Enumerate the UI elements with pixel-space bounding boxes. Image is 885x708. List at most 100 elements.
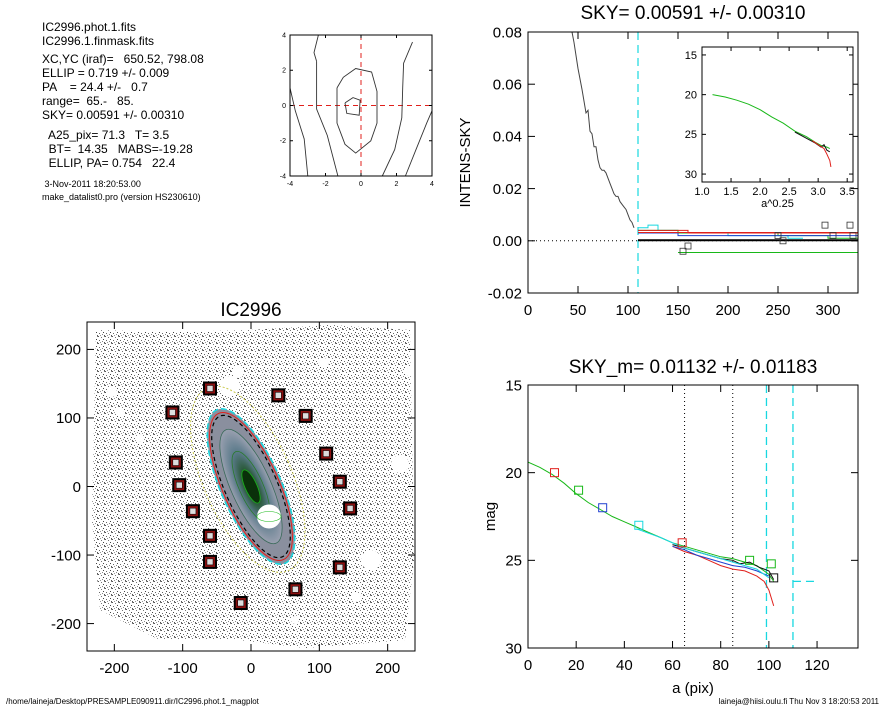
y-tick-label: -0.02	[488, 285, 522, 302]
y-tick-label: 20	[685, 89, 697, 101]
sky-point-marker	[821, 221, 829, 229]
x-tick-label: 0	[524, 302, 532, 319]
info-sky: SKY= 0.00591 +/- 0.00310	[42, 108, 185, 122]
x-tick-label: 3.5	[840, 186, 855, 198]
mag-series-3	[672, 545, 770, 577]
x-tick-label: 200	[715, 302, 740, 319]
mag-point-marker	[574, 485, 584, 495]
info-ellip: ELLIP = 0.719 +/- 0.009	[42, 66, 170, 80]
sky-box-marker-inner	[322, 450, 330, 457]
inset-x-label: a^0.25	[761, 198, 794, 210]
x-tick-label: 250	[765, 302, 790, 319]
info-center: XC,YC (iraf)= 650.52, 798.08	[42, 52, 204, 66]
y-tick-label: 30	[505, 640, 522, 657]
sky-series-3	[638, 232, 858, 237]
y-tick-label: -2	[280, 138, 286, 145]
sky-box-marker-inner	[336, 478, 344, 485]
footer-filepath: /home/laineja/Desktop/PRESAMPLE090911.di…	[6, 697, 259, 706]
sky-series-2	[638, 229, 858, 239]
info-range: range= 65.- 85.	[42, 94, 134, 108]
chart-title: SKY= 0.00591 +/- 0.00310	[580, 3, 805, 24]
x-tick-label: 0	[359, 181, 363, 188]
chart-title: SKY_m= 0.01132 +/- 0.01183	[569, 357, 818, 378]
info-meta: 3-Nov-2011 18:20:53.00 make_datalist0.pr…	[42, 178, 204, 204]
mag-series-1	[672, 544, 775, 580]
x-tick-label: 80	[712, 657, 729, 674]
masked-star	[136, 434, 144, 442]
x-tick-label: -200	[99, 660, 129, 677]
sky-point-marker	[774, 232, 782, 239]
x-tick-label: -4	[287, 181, 293, 188]
info-ellip-pa: ELLIP, PA= 0.754 22.4	[42, 156, 176, 170]
y-tick-label: 0.08	[493, 24, 522, 41]
y-tick-label: 25	[505, 553, 522, 570]
contour-line	[289, 87, 309, 177]
sky-box-marker-inner	[206, 558, 214, 566]
x-tick-label: 2	[395, 181, 399, 188]
galaxy-core	[241, 469, 261, 504]
x-tick-label: 1.0	[694, 186, 709, 198]
footer-user-date: laineja@hiisi.oulu.fi Thu Nov 3 18:20:53…	[718, 697, 879, 706]
mag-point-marker	[598, 503, 608, 513]
contour-line	[336, 68, 378, 154]
info-a25: A25_pix= 71.3 T= 3.5	[42, 128, 170, 142]
x-tick-label: 1.5	[723, 186, 738, 198]
sky-box-marker-inner	[292, 586, 299, 593]
inset-series-0	[712, 94, 831, 150]
sky-box-marker-inner	[237, 599, 244, 607]
sky-box-marker-inner	[346, 505, 354, 512]
mag-point-marker	[769, 573, 779, 583]
x-axis-label: a (pix)	[672, 680, 714, 697]
y-tick-label: 0	[282, 103, 286, 110]
chart-title: IC2996	[220, 300, 281, 321]
x-tick-label: 150	[665, 302, 690, 319]
masked-star	[391, 455, 409, 473]
sky-point-marker	[846, 221, 854, 229]
sky-point-marker	[849, 232, 857, 239]
mag-series-group	[528, 385, 818, 648]
isophote-ellipse	[211, 414, 291, 559]
masked-star	[116, 408, 124, 416]
sky-box-marker-inner	[169, 409, 176, 416]
masked-star	[404, 368, 412, 376]
galaxy-image-plot: IC2996 -200 -100 0 100 200 -200 -100 0 100 200	[51, 300, 416, 677]
x-tick-label: 50	[570, 302, 587, 319]
y-tick-label: -4	[280, 173, 286, 180]
mag-point-marker	[634, 520, 644, 530]
y-tick-label: 20	[505, 465, 522, 482]
y-tick-label: -200	[51, 616, 81, 633]
y-tick-label: 4	[282, 32, 286, 39]
y-axis-label: mag	[482, 502, 499, 531]
masked-star	[107, 387, 117, 397]
sky-series-group	[528, 32, 858, 293]
plot-frame	[527, 384, 859, 649]
contour-line	[404, 110, 433, 177]
x-tick-label: 2.0	[752, 186, 767, 198]
mag-series-2	[672, 545, 775, 607]
sky-series-4	[638, 229, 858, 234]
x-tick-label: 3.0	[811, 186, 826, 198]
y-tick-label: 0.00	[493, 233, 522, 250]
x-tick-label: 120	[805, 657, 830, 674]
y-tick-label: 200	[56, 342, 81, 359]
sky-box-marker-inner	[172, 459, 180, 466]
sky-box-marker-inner	[302, 412, 309, 420]
magnitude-profile-plot: SKY_m= 0.01132 +/- 0.01183 a (pix) mag 0 20 4…	[482, 357, 859, 697]
x-tick-label: 60	[664, 657, 681, 674]
x-tick-label: 40	[616, 657, 633, 674]
x-tick-label: 20	[568, 657, 585, 674]
x-tick-label: 4	[430, 181, 434, 188]
sky-box-marker-inner	[176, 481, 183, 489]
contour-plot: -4 -2 0 2 4 -4 -2 0 2 4	[280, 32, 434, 188]
outer-isophote	[190, 385, 306, 573]
info-results: A25_pix= 71.3 T= 3.5 BT= 14.35 MABS=-19.…	[42, 128, 204, 170]
masked-star	[351, 592, 361, 602]
inset-background	[702, 47, 853, 182]
image-content	[92, 325, 414, 648]
sky-box-marker-inner	[336, 564, 344, 571]
y-tick-label: 30	[685, 169, 697, 181]
sky-point-marker	[684, 242, 692, 250]
contour-line	[316, 61, 339, 177]
sky-series-1	[638, 224, 803, 239]
x-tick-label: 2.5	[781, 186, 796, 198]
